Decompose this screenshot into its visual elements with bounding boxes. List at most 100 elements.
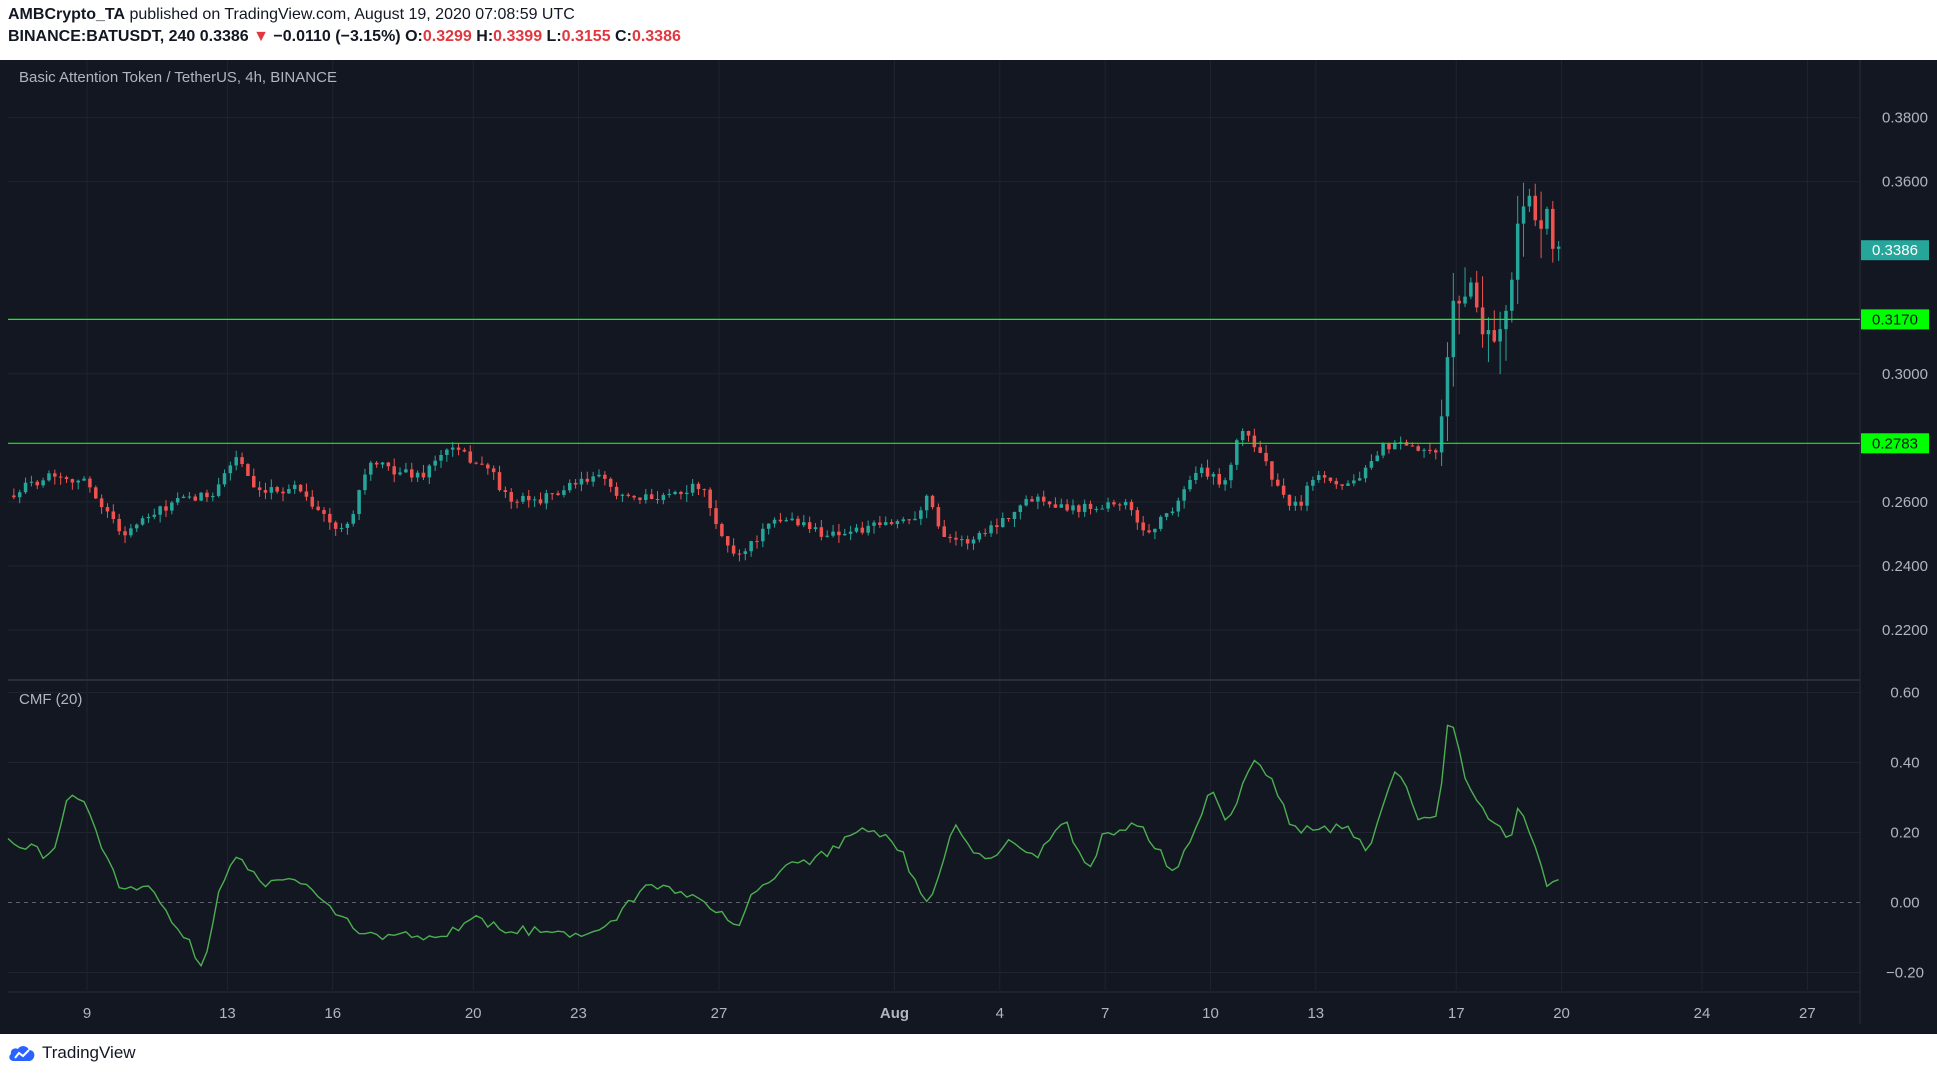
candle-body <box>638 497 642 500</box>
candle-body <box>199 492 203 501</box>
candle-body <box>94 487 98 499</box>
candle-body <box>685 492 689 495</box>
horizontal-levels[interactable]: 0.3170 0.2783 <box>8 309 1929 454</box>
candle-body <box>310 496 315 507</box>
x-tick-label: 24 <box>1694 1005 1711 1022</box>
candle-body <box>538 499 543 504</box>
candle-body <box>632 495 636 498</box>
candle-body <box>175 498 180 503</box>
candle-body <box>117 518 121 532</box>
candle-body <box>948 536 952 538</box>
candle-body <box>456 447 461 450</box>
candle-body <box>907 519 911 521</box>
down-arrow-icon: ▼ <box>253 28 269 45</box>
candle-body <box>1088 503 1093 509</box>
candle-body <box>796 518 800 526</box>
candle-body <box>1053 504 1058 508</box>
candle-body <box>1322 475 1327 478</box>
candle-body <box>720 524 724 537</box>
candle-body <box>427 465 432 478</box>
candle-body <box>1556 246 1561 249</box>
candle-body <box>228 465 233 474</box>
candle-body <box>597 474 601 477</box>
x-tick-label: 7 <box>1101 1005 1109 1022</box>
level-label: 0.2783 <box>1872 435 1918 452</box>
candle-body <box>1235 440 1239 465</box>
candle-body <box>70 479 75 483</box>
price-axis[interactable]: 0.3800 0.3600 0.3000 0.2600 0.2400 0.2200 <box>1882 110 1928 639</box>
cmf-line <box>7 724 1559 968</box>
candle-body <box>123 531 127 536</box>
candle-body <box>696 483 701 490</box>
candle-body <box>29 481 34 483</box>
candle-body <box>977 532 982 540</box>
candle-body <box>544 493 549 504</box>
candle-body <box>298 484 303 492</box>
candle-body <box>1270 461 1274 480</box>
candle-body <box>82 478 86 481</box>
candle-body <box>205 492 209 498</box>
candle-body <box>152 514 157 517</box>
close-value: 0.3386 <box>631 28 681 45</box>
candle-body <box>1439 416 1444 453</box>
candle-body <box>1030 499 1034 502</box>
x-tick-label: 27 <box>1799 1005 1816 1022</box>
candle-body <box>550 493 554 495</box>
cmf-axis[interactable]: 0.60 0.40 0.20 0.00 −0.20 <box>1886 685 1924 982</box>
candle-body <box>1375 455 1380 462</box>
candle-body <box>1539 220 1543 229</box>
candle-body <box>521 495 525 502</box>
candle-body <box>690 483 695 493</box>
candle-body <box>246 464 250 476</box>
candle-body <box>755 541 759 543</box>
footer: TradingView <box>0 1034 1937 1073</box>
candle-body <box>702 489 707 491</box>
candle-body <box>819 527 824 537</box>
candle-body <box>357 490 361 515</box>
tradingview-logo[interactable]: TradingView <box>8 1040 136 1066</box>
time-axis[interactable]: 9 13 16 20 23 27 Aug 4 7 10 13 17 20 24 27 <box>83 1005 1816 1022</box>
candle-body <box>766 523 771 529</box>
candle-body <box>1258 447 1262 453</box>
candle-body <box>509 492 513 502</box>
candle-body <box>187 496 192 498</box>
publisher-line: AMBCrypto_TA published on TradingView.co… <box>8 6 575 24</box>
candle-body <box>1340 484 1344 486</box>
candle-body <box>445 449 449 456</box>
candle-body <box>579 478 584 485</box>
candle-body <box>749 541 753 552</box>
cmf-tick-label: 0.60 <box>1890 685 1919 702</box>
candle-body <box>292 484 297 490</box>
candle-body <box>1393 442 1397 450</box>
candle-body <box>211 495 215 498</box>
cmf-tick-label: 0.40 <box>1890 755 1919 772</box>
x-tick-label: 10 <box>1202 1005 1219 1022</box>
chart-background <box>0 60 1937 1034</box>
candle-body <box>1036 496 1040 502</box>
x-tick-label: 20 <box>465 1005 482 1022</box>
x-tick-label: 27 <box>711 1005 728 1022</box>
candle-body <box>1141 522 1145 531</box>
candle-body <box>965 539 970 544</box>
candle-body <box>942 526 946 537</box>
symbol-label[interactable]: BINANCE:BATUSDT, 240 <box>8 28 196 45</box>
candle-body <box>392 466 396 475</box>
candle-body <box>99 498 104 508</box>
candle-body <box>222 473 227 485</box>
candle-body <box>1182 489 1186 501</box>
candle-body <box>409 469 414 478</box>
chart-canvas[interactable]: Basic Attention Token / TetherUS, 4h, BI… <box>0 60 1937 1034</box>
candle-body <box>275 487 279 492</box>
candle-body <box>1480 307 1485 335</box>
price-tick-label: 0.2400 <box>1882 558 1928 575</box>
candle-body <box>778 519 783 522</box>
candle-body <box>1024 499 1028 506</box>
candle-body <box>1188 479 1192 490</box>
x-tick-label: 13 <box>219 1005 236 1022</box>
candle-body <box>1252 435 1257 448</box>
candle-body <box>1299 501 1303 506</box>
last-price-marker: 0.3386 <box>1861 240 1929 261</box>
candle-body <box>1194 473 1198 480</box>
x-tick-label: 20 <box>1553 1005 1570 1022</box>
publisher-name[interactable]: AMBCrypto_TA <box>8 6 126 23</box>
